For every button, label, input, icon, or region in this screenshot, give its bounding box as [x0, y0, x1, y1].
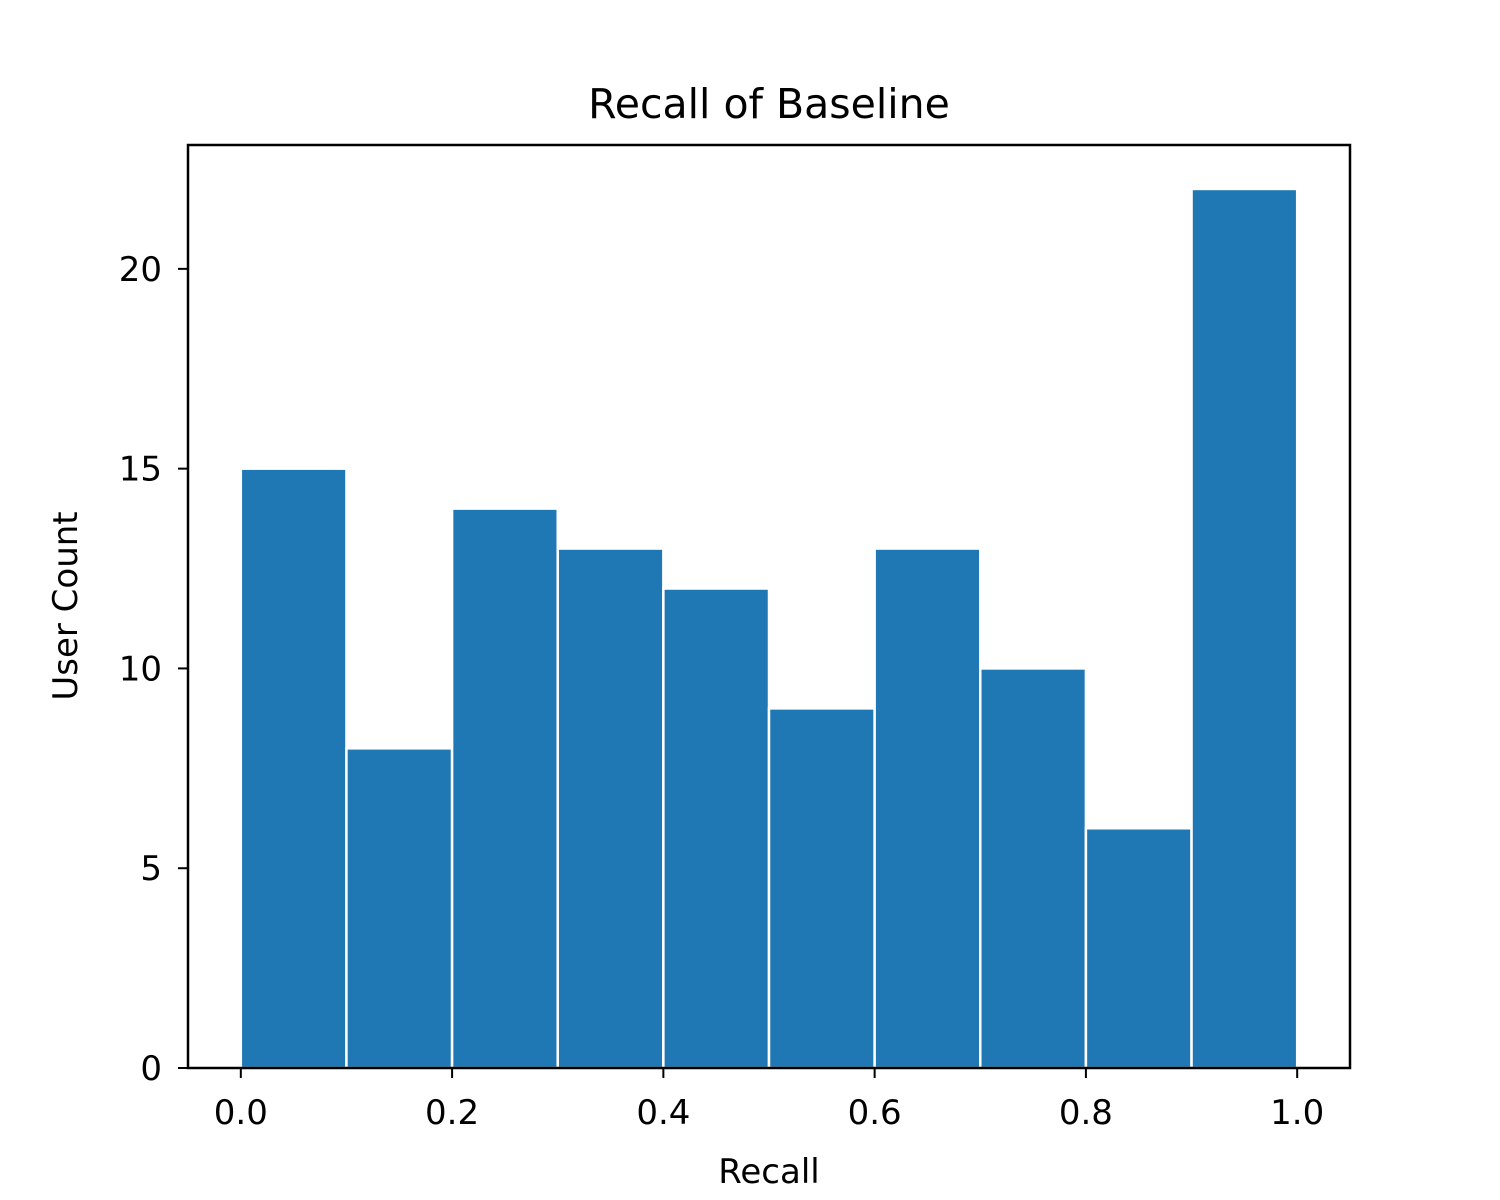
x-tick-label: 1.0	[1270, 1093, 1324, 1133]
x-tick-label: 0.0	[214, 1093, 268, 1133]
histogram-bar	[1084, 827, 1193, 1070]
histogram-bar	[239, 467, 348, 1070]
x-axis-label: Recall	[718, 1152, 819, 1192]
x-tick-label: 0.2	[425, 1093, 479, 1133]
y-tick-label: 5	[140, 849, 162, 889]
x-axis: 0.0 0.2 0.4 0.6 0.8 1.0	[214, 1068, 1324, 1133]
y-tick-label: 20	[119, 250, 162, 290]
x-tick-label: 0.8	[1059, 1093, 1113, 1133]
histogram-bar	[450, 507, 559, 1070]
histogram-bar	[1190, 187, 1299, 1070]
y-tick-label: 15	[119, 450, 162, 490]
plot-frame	[186, 143, 1352, 1070]
chart-title: Recall of Baseline	[588, 80, 950, 128]
x-tick-label: 0.6	[848, 1093, 902, 1133]
bars-layer	[239, 187, 1299, 1070]
histogram-bar	[979, 667, 1088, 1070]
histogram-bar	[556, 547, 665, 1070]
histogram-bar	[873, 547, 982, 1070]
y-tick-label: 0	[140, 1049, 162, 1089]
y-tick-label: 10	[119, 649, 162, 689]
histogram-bar	[345, 747, 454, 1070]
x-tick-label: 0.4	[636, 1093, 690, 1133]
histogram-bar	[662, 587, 771, 1070]
histogram-bar	[767, 707, 876, 1070]
y-axis: 0 5 10 15 20	[119, 250, 188, 1089]
y-axis-label: User Count	[46, 511, 86, 700]
